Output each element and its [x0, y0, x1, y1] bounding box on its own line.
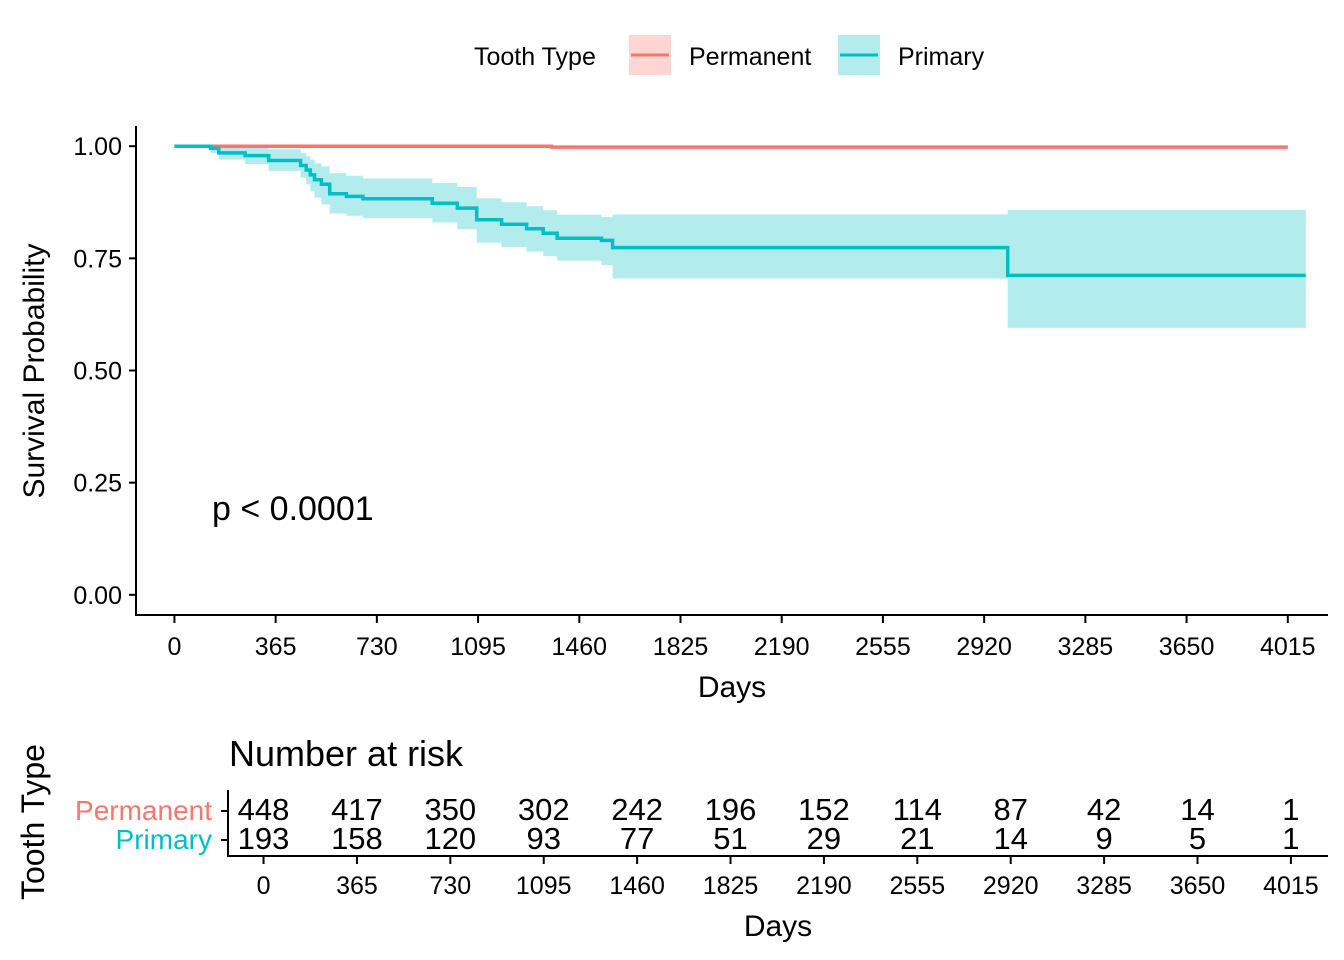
risk-x-tick-label: 1825	[703, 872, 759, 900]
risk-count-primary: 9	[1095, 821, 1112, 856]
confidence-band-primary	[174, 146, 1306, 328]
legend-label-primary: Primary	[898, 43, 985, 71]
x-tick-label: 0	[167, 633, 181, 661]
risk-count-permanent: 350	[424, 792, 476, 827]
risk-count-permanent: 196	[705, 792, 757, 827]
risk-row-label-primary: Primary	[116, 824, 212, 855]
risk-x-tick-label: 3650	[1170, 872, 1226, 900]
x-tick-label: 1460	[551, 633, 607, 661]
survival-curve-permanent	[174, 144, 1288, 149]
y-axis-label: Survival Probability	[18, 243, 51, 498]
risk-count-primary: 93	[526, 821, 560, 856]
x-axis-label: Days	[698, 671, 766, 704]
risk-count-permanent: 1	[1282, 792, 1299, 827]
risk-count-permanent: 42	[1087, 792, 1121, 827]
risk-table-y-label: Tooth Type	[15, 744, 51, 900]
risk-x-tick-label: 2190	[796, 872, 852, 900]
x-axis-ticks: 0 365 730 1095 1460 1825 2190 2555 2920 3285 3650 4…	[167, 616, 1316, 661]
y-tick-label: 0.00	[73, 582, 122, 610]
risk-x-tick-label: 0	[257, 872, 271, 900]
risk-x-tick-label: 2555	[890, 872, 946, 900]
risk-count-permanent: 417	[331, 792, 383, 827]
risk-x-tick-label: 365	[336, 872, 378, 900]
risk-table-rows: Permanent 448 417 350 302 242 196 152 114 87 42 14 1…	[75, 792, 1299, 856]
x-tick-label: 4015	[1260, 633, 1316, 661]
x-tick-label: 730	[356, 633, 398, 661]
risk-table-title: Number at risk	[229, 733, 464, 774]
risk-count-permanent: 242	[611, 792, 663, 827]
y-tick-label: 0.50	[73, 358, 122, 386]
legend-title: Tooth Type	[474, 43, 596, 71]
legend: Tooth Type Permanent Primary	[474, 35, 985, 75]
y-tick-label: 0.75	[73, 245, 122, 273]
risk-row-label-permanent: Permanent	[75, 795, 212, 826]
risk-count-permanent: 114	[893, 792, 942, 827]
legend-entry-primary: Primary	[838, 35, 985, 75]
survival-curve-primary	[174, 144, 1306, 278]
plot-area: 0.00 0.25 0.50 0.75 1.00 0 365 730 1095 1460 1825…	[18, 126, 1328, 704]
x-tick-label: 3285	[1058, 633, 1114, 661]
x-tick-label: 1095	[450, 633, 506, 661]
risk-count-primary: 21	[900, 821, 934, 856]
y-tick-label: 0.25	[73, 470, 122, 498]
confidence-bands	[174, 146, 1306, 328]
risk-x-tick-label: 2920	[983, 872, 1039, 900]
y-axis-ticks: 0.00 0.25 0.50 0.75 1.00	[73, 133, 136, 610]
risk-count-primary: 29	[807, 821, 841, 856]
y-tick-label: 1.00	[73, 133, 122, 161]
risk-count-permanent: 302	[518, 792, 570, 827]
p-value-annotation: p < 0.0001	[212, 490, 374, 528]
risk-x-tick-label: 1095	[516, 872, 572, 900]
risk-count-permanent: 14	[1180, 792, 1214, 827]
legend-entry-permanent: Permanent	[629, 35, 811, 75]
x-tick-label: 3650	[1159, 633, 1215, 661]
risk-count-primary: 193	[238, 821, 290, 856]
x-tick-label: 1825	[653, 633, 709, 661]
x-tick-label: 2920	[956, 633, 1012, 661]
risk-x-tick-label: 1460	[609, 872, 665, 900]
risk-count-primary: 5	[1189, 821, 1206, 856]
risk-x-tick-label: 3285	[1076, 872, 1132, 900]
survival-curves	[174, 144, 1306, 278]
risk-count-primary: 14	[993, 821, 1027, 856]
risk-count-primary: 1	[1282, 821, 1299, 856]
risk-count-primary: 120	[424, 821, 476, 856]
risk-count-primary: 158	[331, 821, 383, 856]
risk-x-tick-label: 730	[429, 872, 471, 900]
risk-count-primary: 77	[620, 821, 654, 856]
risk-count-permanent: 448	[238, 792, 290, 827]
risk-x-axis-ticks: 0 365 730 1095 1460 1825 2190 2555 2920 3285 3650 4…	[257, 857, 1319, 900]
risk-count-permanent: 152	[798, 792, 850, 827]
risk-x-tick-label: 4015	[1263, 872, 1319, 900]
x-tick-label: 2190	[754, 633, 810, 661]
risk-count-permanent: 87	[993, 792, 1027, 827]
legend-label-permanent: Permanent	[689, 43, 811, 71]
risk-table: Number at risk Tooth Type Permanent 448 41…	[15, 733, 1328, 943]
x-tick-label: 2555	[855, 633, 911, 661]
risk-x-axis-label: Days	[744, 910, 812, 943]
x-tick-label: 365	[255, 633, 297, 661]
risk-count-primary: 51	[713, 821, 747, 856]
